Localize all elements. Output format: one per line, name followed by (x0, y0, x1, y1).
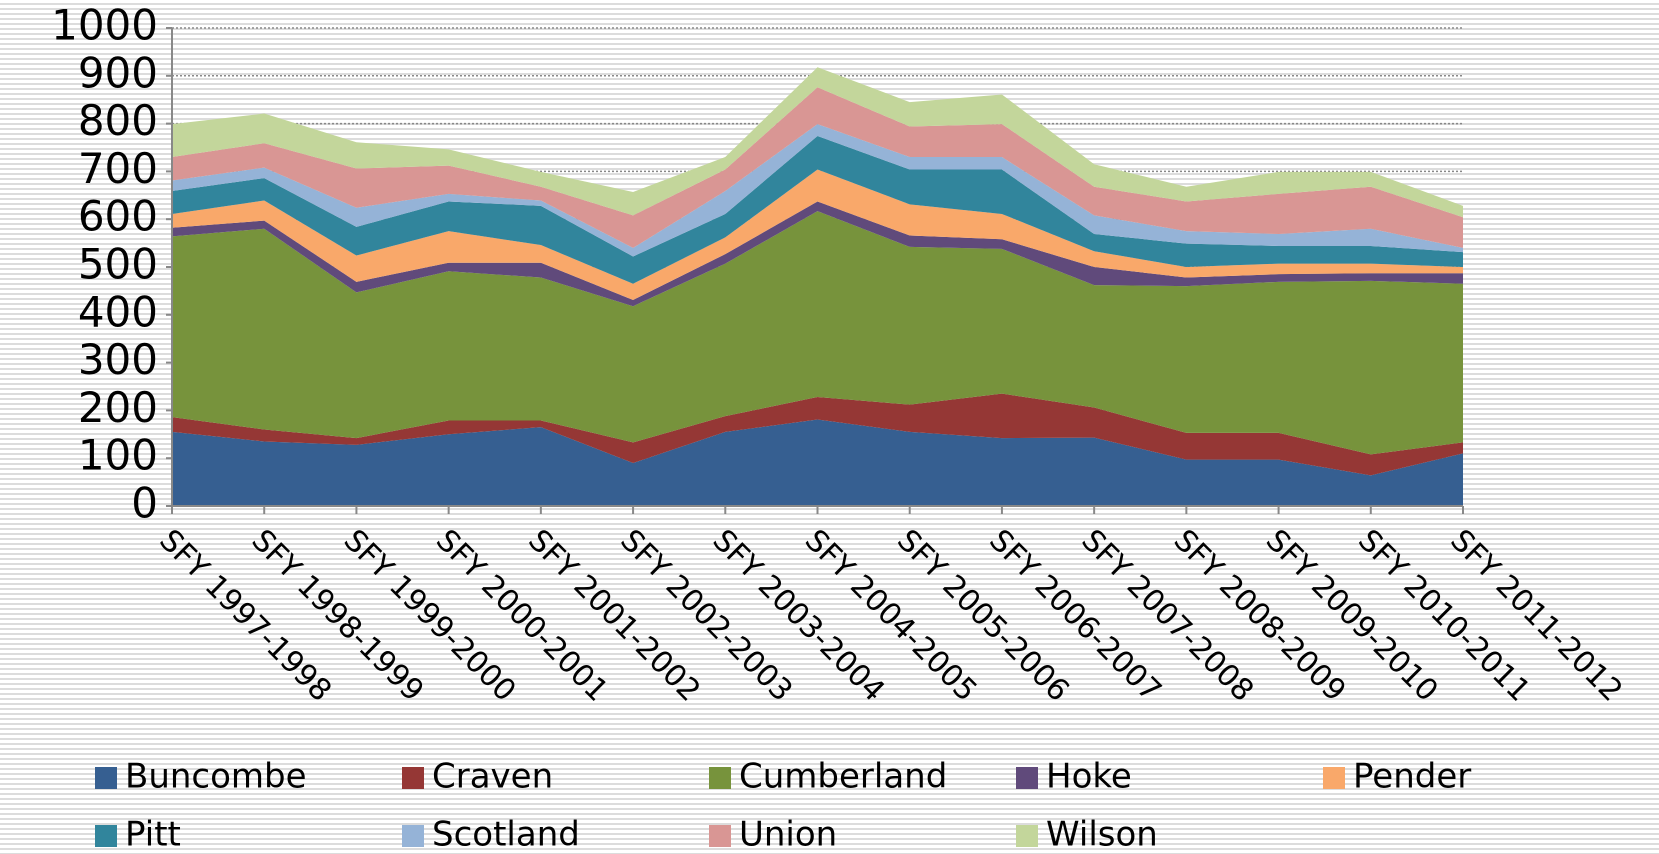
legend-label: Hoke (1046, 757, 1132, 797)
area (172, 136, 1463, 284)
legend-swatch (1323, 767, 1345, 789)
y-tick-label: 600 (78, 192, 158, 241)
y-tick-label: 900 (78, 48, 158, 97)
legend-swatch (402, 767, 424, 789)
area (172, 211, 1463, 455)
legend-label: Union (739, 815, 837, 854)
legend-swatch (1016, 825, 1038, 847)
area (172, 124, 1463, 257)
legend-label: Scotland (432, 815, 580, 854)
area (172, 169, 1463, 300)
area (172, 87, 1463, 248)
x-tick-label: SFY 2010-2011 (1351, 523, 1537, 709)
legend-label: Pender (1353, 757, 1471, 797)
legend-swatch (709, 767, 731, 789)
x-tick-label: SFY 1997-1998 (152, 523, 338, 709)
y-tick-label: 300 (78, 335, 158, 384)
y-tick-label: 200 (78, 383, 158, 432)
legend-swatch (709, 825, 731, 847)
legend-swatch (402, 825, 424, 847)
area (172, 393, 1463, 476)
y-tick-label: 1000 (51, 1, 158, 50)
x-tick-label: SFY 2002-2003 (613, 523, 799, 709)
x-tick-label: SFY 2007-2008 (1074, 523, 1260, 709)
x-tick-label: SFY 1999-2000 (337, 523, 523, 709)
legend-label: Cumberland (739, 757, 947, 797)
x-tick-label: SFY 2003-2004 (706, 523, 892, 709)
y-tick-label: 100 (78, 431, 158, 480)
x-tick-label: SFY 2001-2002 (521, 523, 707, 709)
legend-swatch (1016, 767, 1038, 789)
x-tick-label: SFY 1998-1999 (245, 523, 431, 709)
y-tick-label: 500 (78, 240, 158, 289)
area (172, 419, 1463, 506)
y-tick-label: 0 (131, 479, 158, 528)
legend-label: Wilson (1046, 815, 1158, 854)
area (172, 67, 1463, 218)
x-tick-label: SFY 2011-2012 (1443, 523, 1629, 709)
legend-label: Buncombe (125, 757, 307, 797)
legend-label: Pitt (125, 815, 181, 854)
y-tick-label: 800 (78, 96, 158, 145)
x-tick-label: SFY 2008-2009 (1167, 523, 1353, 709)
x-tick-label: SFY 2000-2001 (429, 523, 615, 709)
legend-swatch (95, 767, 117, 789)
y-tick-label: 400 (78, 287, 158, 336)
x-tick-label: SFY 2005-2006 (890, 523, 1076, 709)
x-tick-label: SFY 2006-2007 (982, 523, 1168, 709)
area (172, 201, 1463, 307)
x-tick-label: SFY 2004-2005 (798, 523, 984, 709)
legend-swatch (95, 825, 117, 847)
x-tick-label: SFY 2009-2010 (1259, 523, 1445, 709)
legend-label: Craven (432, 757, 553, 797)
y-tick-label: 700 (78, 144, 158, 193)
